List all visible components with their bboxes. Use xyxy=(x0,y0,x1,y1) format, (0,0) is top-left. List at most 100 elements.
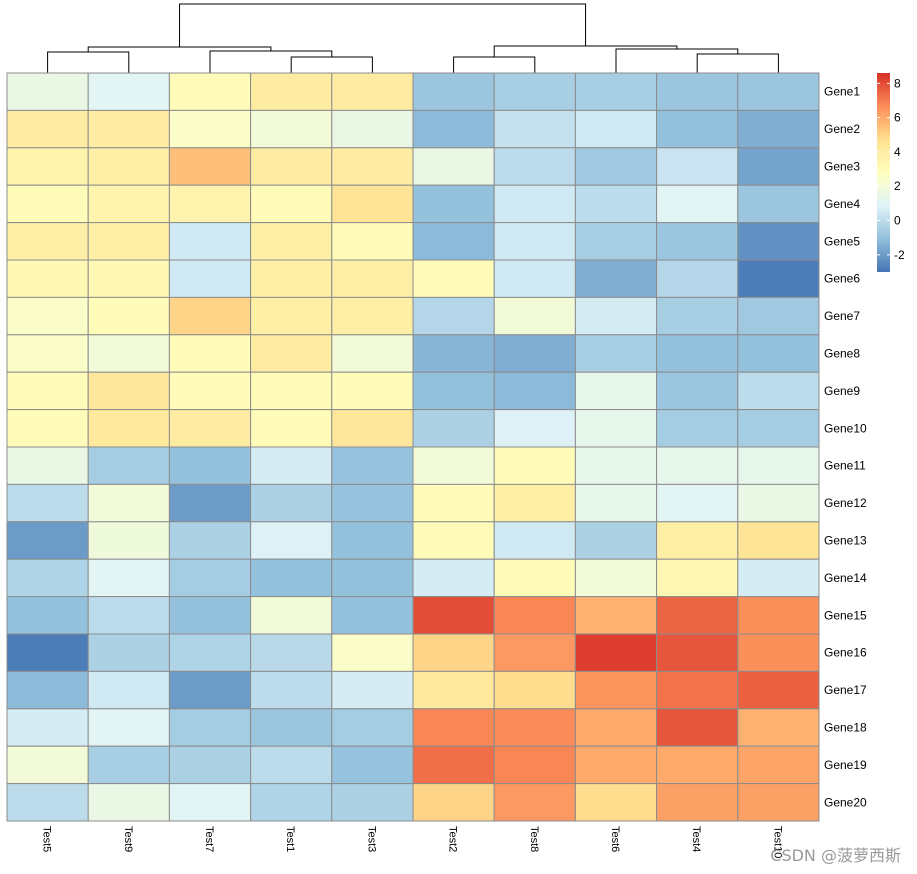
heatmap-cell xyxy=(6,409,89,448)
dendrogram-branch xyxy=(290,56,373,73)
heatmap-cell xyxy=(412,184,495,224)
row-label: Gene8 xyxy=(824,347,860,361)
heatmap-cell xyxy=(412,259,495,298)
row-label: Gene10 xyxy=(824,421,867,435)
heatmap-cell xyxy=(493,783,576,822)
heatmap-cell xyxy=(87,147,170,186)
heatmap-cell xyxy=(737,521,820,560)
heatmap-cell xyxy=(331,184,414,224)
heatmap-cells xyxy=(6,72,820,822)
column-label: Test5 xyxy=(41,826,53,852)
heatmap-cell xyxy=(331,558,414,598)
heatmap-cell xyxy=(331,596,414,635)
heatmap-cell xyxy=(412,446,495,485)
heatmap-cell xyxy=(574,184,658,224)
heatmap-cell xyxy=(6,109,89,149)
legend-color-bar xyxy=(877,73,890,272)
heatmap-cell xyxy=(250,783,333,822)
heatmap-cell xyxy=(250,670,333,710)
heatmap-cell xyxy=(250,409,333,448)
heatmap-cell xyxy=(331,783,414,822)
heatmap-cell xyxy=(168,708,252,747)
heatmap-cell xyxy=(168,446,252,485)
heatmap-cell xyxy=(6,296,89,336)
heatmap-cell xyxy=(331,72,414,111)
heatmap-cell xyxy=(656,670,739,710)
heatmap-cell xyxy=(493,371,576,411)
heatmap-cell xyxy=(493,184,576,224)
heatmap-cell xyxy=(250,334,333,373)
heatmap-cell xyxy=(412,147,495,186)
heatmap-cell xyxy=(656,409,739,448)
heatmap-cell xyxy=(737,259,820,298)
heatmap-cell xyxy=(574,409,658,448)
legend-tick-label: 0 xyxy=(894,214,901,228)
heatmap-cell xyxy=(168,521,252,560)
legend-tick-label: 6 xyxy=(894,111,901,125)
heatmap-cell xyxy=(168,633,252,672)
row-label: Gene1 xyxy=(824,85,860,99)
heatmap-cell xyxy=(737,745,820,785)
heatmap-cell xyxy=(331,222,414,261)
dendrogram-branch xyxy=(615,48,739,73)
heatmap-cell xyxy=(250,109,333,149)
heatmap-cell xyxy=(168,147,252,186)
heatmap-cell xyxy=(6,259,89,298)
heatmap-cell xyxy=(737,708,820,747)
heatmap-cell xyxy=(331,633,414,672)
heatmap-cell xyxy=(412,371,495,411)
heatmap-cell xyxy=(656,371,739,411)
column-label: Test2 xyxy=(447,826,459,852)
heatmap-cell xyxy=(412,670,495,710)
heatmap-cell xyxy=(493,596,576,635)
heatmap-cell xyxy=(574,745,658,785)
heatmap-cell xyxy=(656,72,739,111)
column-label: Test6 xyxy=(609,826,621,852)
heatmap-cell xyxy=(493,745,576,785)
heatmap-cell xyxy=(168,745,252,785)
row-label: Gene19 xyxy=(824,758,867,772)
heatmap-cell xyxy=(6,147,89,186)
heatmap-cell xyxy=(493,409,576,448)
heatmap-cell xyxy=(250,222,333,261)
row-label: Gene2 xyxy=(824,122,860,136)
heatmap-cell xyxy=(331,745,414,785)
legend-tick-label: 8 xyxy=(894,76,901,90)
heatmap-cell xyxy=(331,334,414,373)
heatmap-cell xyxy=(656,184,739,224)
row-label: Gene5 xyxy=(824,234,860,248)
heatmap-cell xyxy=(656,147,739,186)
heatmap-cell xyxy=(250,633,333,672)
heatmap-cell xyxy=(574,596,658,635)
column-label: Test10 xyxy=(771,826,783,858)
heatmap-cell xyxy=(493,259,576,298)
heatmap-cell xyxy=(6,446,89,485)
heatmap-cell xyxy=(250,259,333,298)
heatmap-cell xyxy=(656,222,739,261)
heatmap-cell xyxy=(656,296,739,336)
heatmap-cell xyxy=(87,483,170,523)
heatmap-cell xyxy=(412,708,495,747)
heatmap-cell xyxy=(412,558,495,598)
heatmap-cell xyxy=(87,521,170,560)
heatmap-cell xyxy=(574,558,658,598)
heatmap-cell xyxy=(6,596,89,635)
heatmap-cell xyxy=(331,296,414,336)
heatmap-cell xyxy=(87,633,170,672)
heatmap-cell xyxy=(412,72,495,111)
heatmap-cell xyxy=(87,783,170,822)
watermark: CSDN @菠萝西斯 xyxy=(770,846,901,865)
heatmap-cell xyxy=(737,558,820,598)
heatmap-cell xyxy=(574,222,658,261)
heatmap-cell xyxy=(168,222,252,261)
heatmap-cell xyxy=(6,371,89,411)
heatmap-cell xyxy=(87,409,170,448)
column-label: Test7 xyxy=(203,826,215,852)
heatmap-cell xyxy=(412,745,495,785)
row-label: Gene11 xyxy=(824,459,866,473)
heatmap-cell xyxy=(87,109,170,149)
legend-tick-label: -2 xyxy=(894,248,905,262)
heatmap-cell xyxy=(250,596,333,635)
heatmap-cell xyxy=(656,521,739,560)
